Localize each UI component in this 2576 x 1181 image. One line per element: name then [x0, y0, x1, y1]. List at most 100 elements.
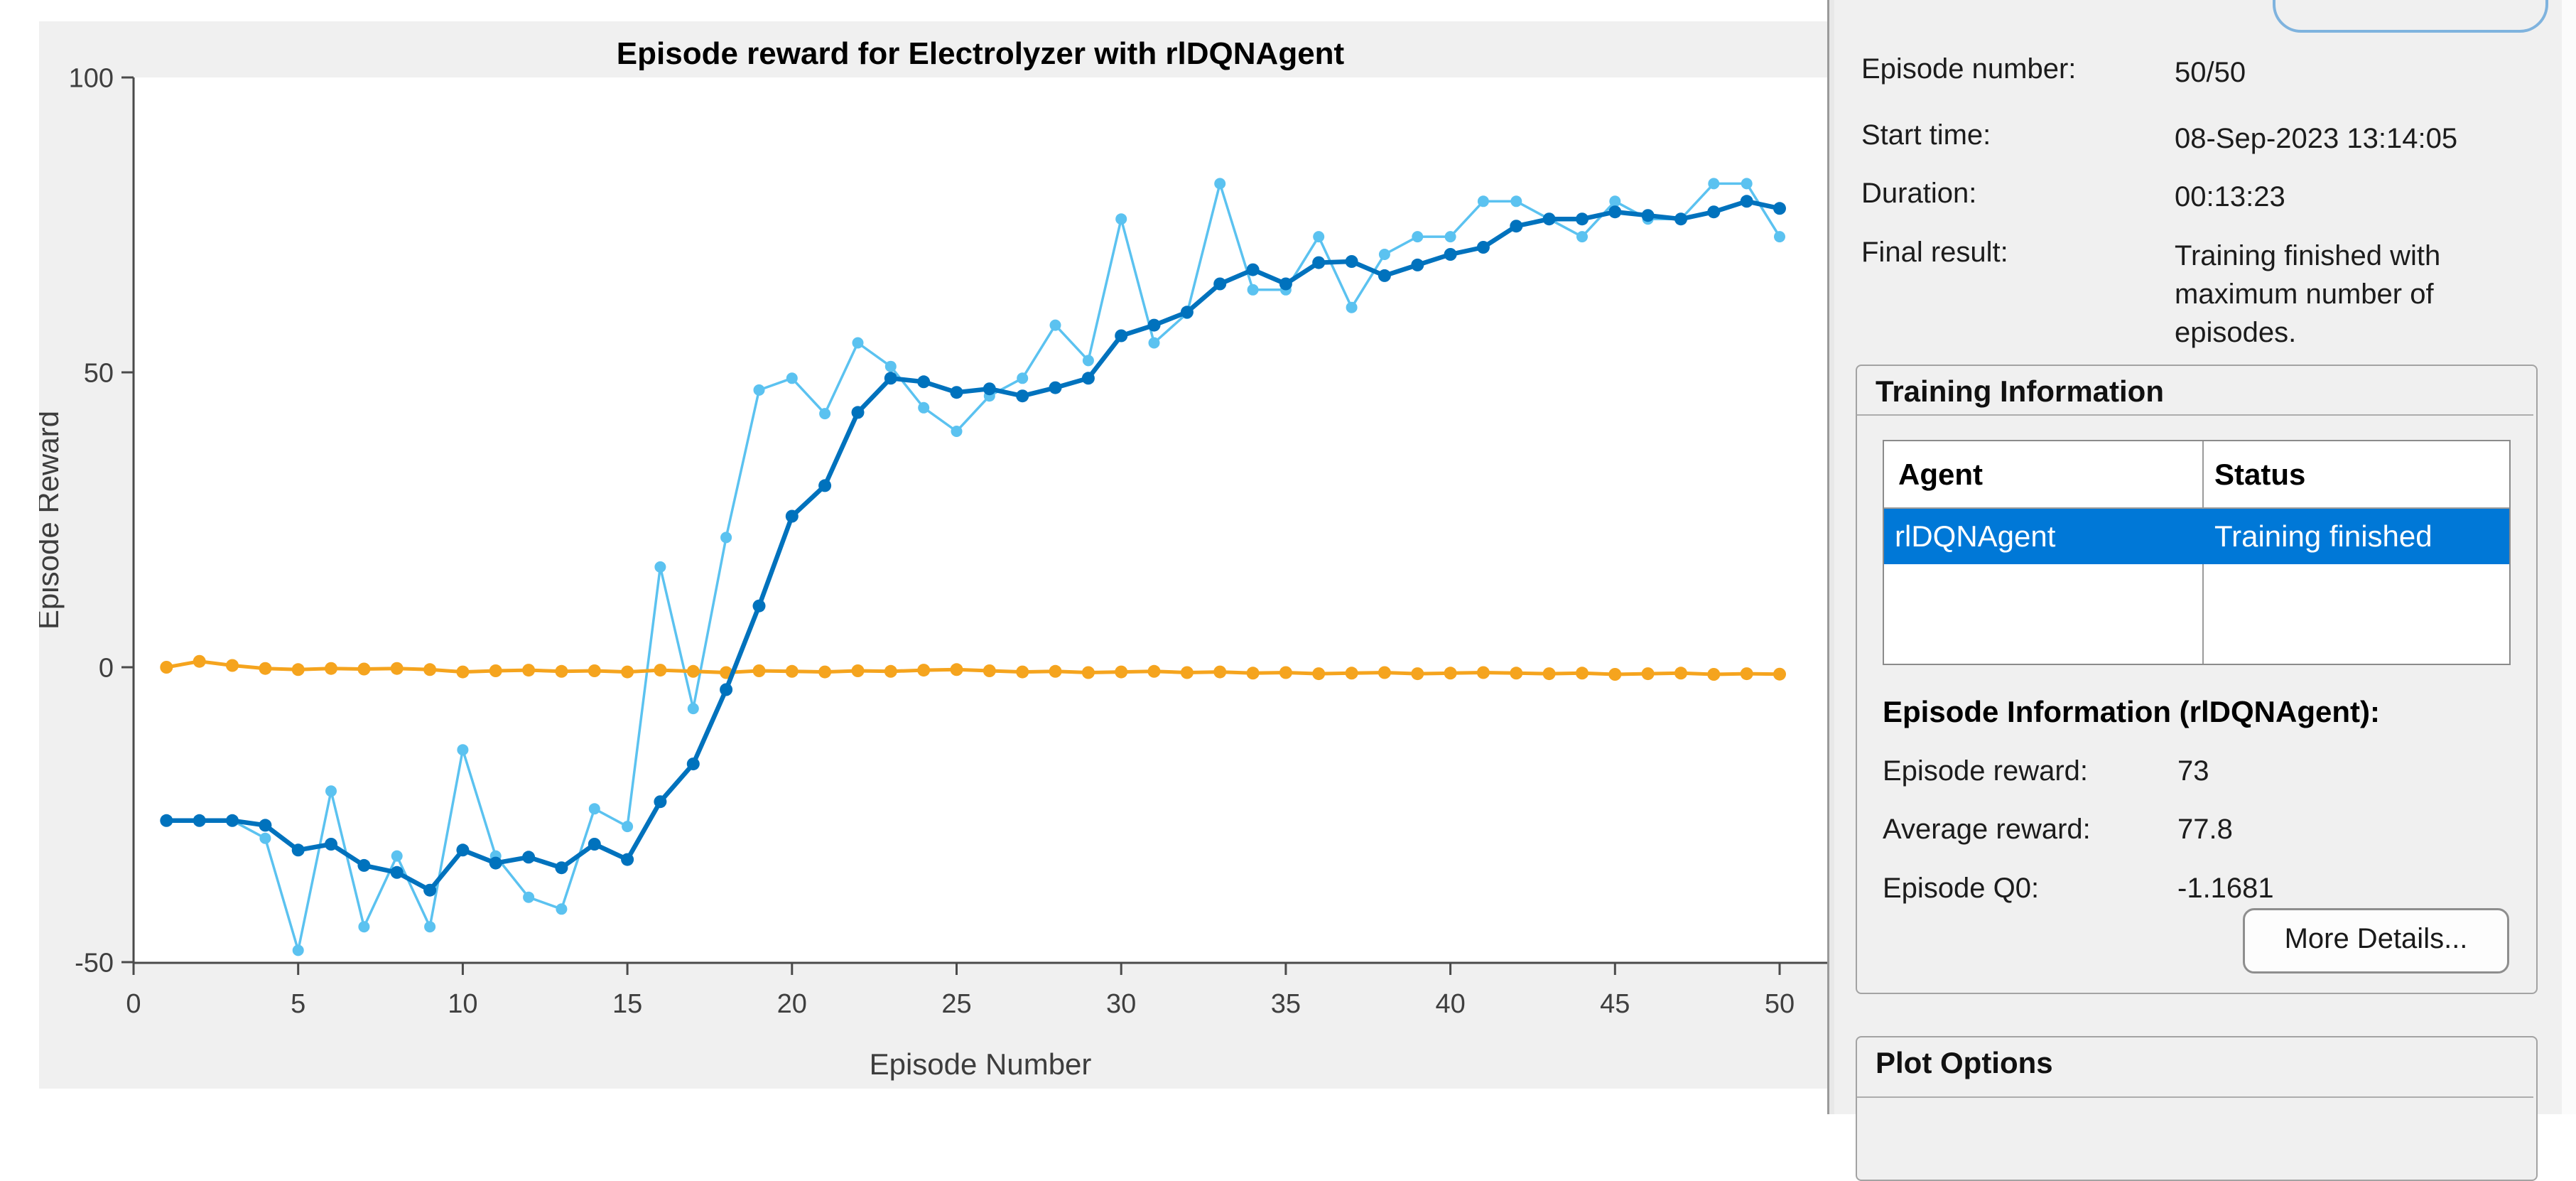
series-marker-AverageReward	[522, 851, 536, 864]
series-marker-EpisodeReward	[1313, 231, 1325, 243]
series-marker-AverageReward	[423, 883, 437, 897]
series-marker-AverageReward	[588, 838, 601, 851]
series-marker-EpisodeReward	[884, 360, 897, 372]
series-marker-EpisodeQ0	[1773, 667, 1786, 681]
axis-ticks: -50 0 50 100 0 5 10 15 20 25 30 35 40 45 50	[69, 63, 1795, 1019]
status-cell: Training finished	[2214, 519, 2432, 553]
series-marker-AverageReward	[555, 861, 568, 875]
x-axis-label: Episode Number	[870, 1047, 1092, 1081]
plot-area	[134, 77, 1827, 963]
series-marker-AverageReward	[1246, 263, 1260, 276]
series-marker-AverageReward	[1147, 318, 1161, 332]
series-marker-EpisodeReward	[588, 803, 600, 815]
series-marker-EpisodeQ0	[357, 662, 371, 676]
series-marker-EpisodeQ0	[226, 659, 239, 672]
training-information-separator	[1857, 414, 2533, 416]
series-marker-EpisodeQ0	[621, 665, 634, 679]
collapsed-top-button[interactable]	[2273, 0, 2548, 33]
series-marker-EpisodeQ0	[1147, 664, 1161, 678]
series-marker-EpisodeQ0	[1674, 667, 1687, 680]
series-marker-EpisodeQ0	[1115, 665, 1128, 679]
series-marker-EpisodeQ0	[489, 664, 502, 677]
x-tick-label: 40	[1435, 989, 1465, 1019]
series-marker-EpisodeReward	[1247, 284, 1259, 296]
series-marker-AverageReward	[1576, 212, 1589, 226]
series-marker-AverageReward	[1279, 277, 1292, 291]
series-marker-EpisodeReward	[1444, 231, 1456, 243]
series-marker-EpisodeQ0	[456, 665, 470, 679]
panel-right-edge	[2562, 0, 2576, 1114]
series-marker-EpisodeQ0	[785, 664, 799, 678]
series-marker-EpisodeReward	[918, 401, 930, 414]
series-marker-EpisodeQ0	[752, 664, 766, 677]
series-marker-EpisodeQ0	[390, 662, 404, 675]
more-details-button[interactable]: More Details...	[2243, 908, 2509, 974]
x-tick-label: 50	[1765, 989, 1795, 1019]
series-marker-AverageReward	[456, 843, 470, 857]
series-marker-AverageReward	[818, 479, 832, 492]
table-row-agent-selected[interactable]: rlDQNAgent Training finished	[1884, 509, 2509, 564]
y-tick-label: 50	[84, 358, 114, 388]
series-marker-AverageReward	[1016, 389, 1029, 403]
series-marker-EpisodeReward	[852, 337, 864, 349]
series-marker-EpisodeQ0	[423, 663, 437, 676]
episode-number-value: 50/50	[2175, 57, 2246, 88]
series-marker-EpisodeQ0	[259, 662, 272, 675]
series-marker-AverageReward	[259, 819, 272, 832]
x-tick-label: 30	[1106, 989, 1136, 1019]
series-marker-AverageReward	[1608, 205, 1622, 219]
series-marker-EpisodeQ0	[1608, 668, 1622, 681]
x-tick-label: 20	[777, 989, 807, 1019]
series-marker-AverageReward	[851, 406, 865, 419]
series-line-AverageReward	[166, 199, 1780, 893]
x-tick-label: 15	[612, 989, 642, 1019]
series-marker-EpisodeQ0	[1576, 667, 1589, 680]
series-marker-AverageReward	[160, 814, 173, 827]
series-marker-AverageReward	[325, 838, 337, 851]
series-marker-AverageReward	[193, 814, 206, 827]
y-tick-label: 100	[69, 63, 114, 93]
series-marker-EpisodeReward	[1378, 249, 1390, 260]
x-tick-label: 35	[1271, 989, 1301, 1019]
series-marker-AverageReward	[983, 382, 996, 396]
series-marker-EpisodeQ0	[917, 664, 931, 677]
series-marker-EpisodeReward	[1774, 231, 1785, 243]
series-marker-EpisodeQ0	[325, 662, 337, 675]
series-marker-EpisodeQ0	[983, 664, 996, 677]
chart-title: Episode reward for Electrolyzer with rlD…	[617, 36, 1345, 71]
series-marker-EpisodeReward	[1049, 319, 1061, 331]
series-marker-EpisodeReward	[523, 891, 535, 903]
series-marker-AverageReward	[950, 386, 963, 399]
series-marker-EpisodeQ0	[1444, 667, 1457, 680]
agent-status-table: Agent Status rlDQNAgent Training finishe…	[1883, 440, 2511, 665]
series-marker-EpisodeReward	[1412, 231, 1424, 243]
series-marker-EpisodeQ0	[1016, 665, 1029, 679]
series-marker-EpisodeReward	[1741, 178, 1753, 190]
series-marker-AverageReward	[1476, 241, 1490, 254]
series-marker-EpisodeReward	[1214, 178, 1226, 190]
table-header-agent: Agent	[1898, 458, 1983, 491]
y-tick-label: 0	[99, 653, 114, 683]
series-marker-EpisodeReward	[786, 372, 798, 384]
series-marker-EpisodeReward	[1510, 195, 1522, 207]
series-marker-AverageReward	[1081, 372, 1095, 385]
series-marker-EpisodeReward	[457, 744, 469, 756]
series-marker-EpisodeQ0	[884, 664, 897, 678]
table-header-separator	[1884, 507, 2509, 509]
series-marker-EpisodeReward	[819, 408, 831, 420]
series-marker-AverageReward	[1213, 277, 1227, 291]
series-marker-EpisodeReward	[1017, 372, 1029, 384]
series-marker-EpisodeQ0	[1081, 666, 1095, 679]
series-marker-AverageReward	[752, 599, 766, 613]
x-tick-label: 5	[291, 989, 305, 1019]
series-marker-AverageReward	[226, 814, 239, 827]
series-marker-EpisodeReward	[1082, 355, 1094, 367]
series-marker-EpisodeQ0	[1246, 667, 1260, 680]
episode-reward-label: Episode reward:	[1883, 755, 2089, 787]
series-marker-EpisodeReward	[654, 561, 666, 573]
average-reward-label: Average reward:	[1883, 814, 2091, 845]
series-marker-AverageReward	[1674, 212, 1687, 226]
reward-chart-figure: Episode reward for Electrolyzer with rlD…	[39, 21, 1828, 1089]
series-marker-EpisodeReward	[1115, 213, 1127, 225]
series-marker-AverageReward	[1049, 381, 1062, 394]
